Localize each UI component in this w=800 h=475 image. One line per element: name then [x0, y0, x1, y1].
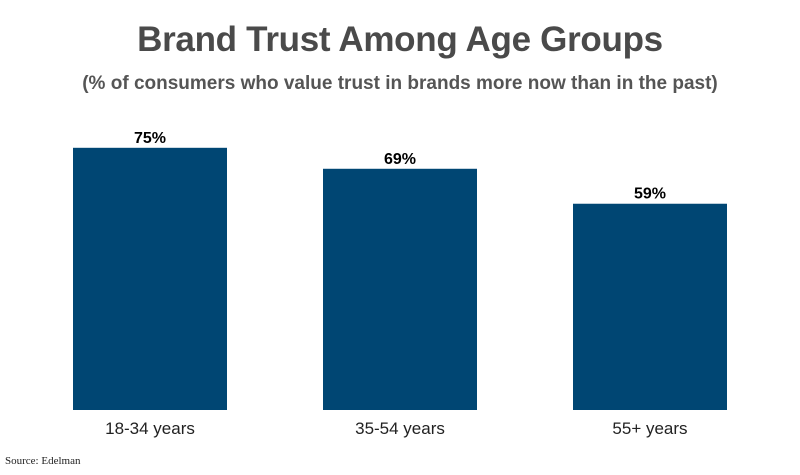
category-labels-group: 18-34 years 35-54 years 55+ years — [105, 419, 687, 438]
source-note: Source: Edelman — [5, 455, 81, 467]
chart-title: Brand Trust Among Age Groups — [137, 20, 663, 59]
category-label-3: 55+ years — [612, 419, 687, 438]
value-label-3: 59% — [634, 186, 666, 203]
bar-3 — [573, 203, 727, 410]
category-label-2: 35-54 years — [355, 419, 445, 438]
bar-2 — [323, 168, 477, 410]
category-label-1: 18-34 years — [105, 419, 195, 438]
bars-group — [73, 147, 727, 411]
value-labels-group: 75% 69% 59% — [134, 130, 666, 203]
value-label-1: 75% — [134, 130, 166, 147]
value-label-2: 69% — [384, 151, 416, 168]
chart-subtitle: (% of consumers who value trust in brand… — [82, 73, 718, 94]
bar-1 — [73, 147, 227, 411]
